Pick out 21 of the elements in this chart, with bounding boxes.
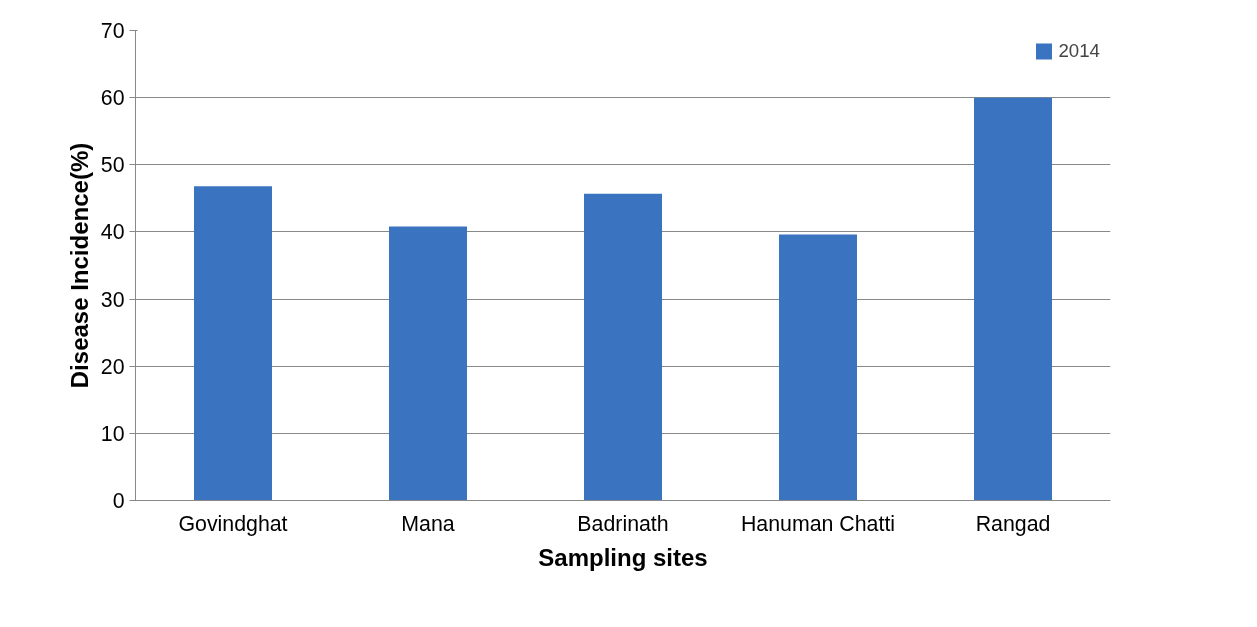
x-tick-label: Badrinath [577, 511, 669, 536]
y-tick-label: 30 [100, 287, 125, 312]
legend-label: 2014 [1058, 40, 1100, 62]
x-axis-title: Sampling sites [538, 543, 708, 571]
y-tick-label: 40 [100, 220, 125, 245]
y-tick-label: 20 [100, 354, 125, 379]
y-tick-label: 70 [100, 19, 125, 43]
x-tick-label: Hanuman Chatti [740, 511, 896, 536]
bar [584, 193, 662, 501]
x-tick-label: Govindghat [178, 511, 288, 536]
bar [779, 234, 857, 501]
bar [194, 186, 272, 501]
y-tick-label: 0 [112, 489, 125, 513]
y-tick-label: 50 [100, 153, 125, 178]
bar [389, 226, 467, 501]
y-tick-label: 60 [100, 86, 125, 111]
x-tick-label: Rangad [975, 511, 1051, 536]
x-tick-label: Mana [401, 511, 455, 536]
y-tick-label: 10 [100, 421, 125, 446]
y-axis-title: Disease Incidence(%) [65, 142, 93, 389]
bar [974, 97, 1052, 501]
